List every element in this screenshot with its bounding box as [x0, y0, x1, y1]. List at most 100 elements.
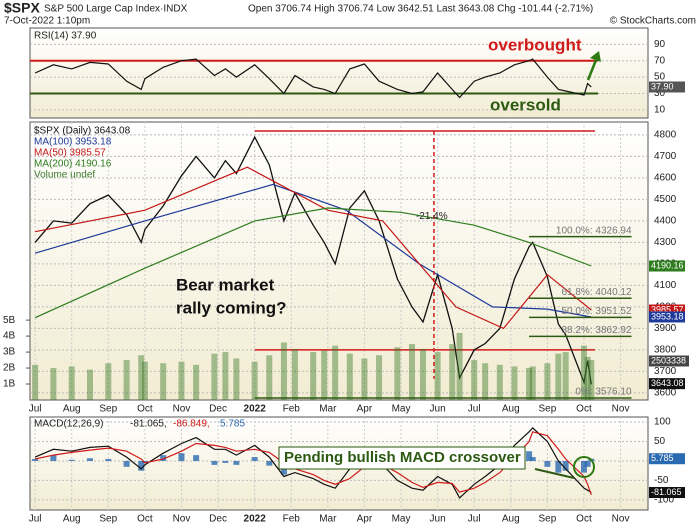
volume-bar: [123, 360, 130, 400]
series-line: [34, 183, 592, 318]
volume-bar: [50, 368, 57, 400]
x-tick-label: Nov: [612, 404, 630, 415]
y-tick-label: 10: [654, 104, 666, 115]
histogram-bar: [178, 453, 185, 461]
y-tick-label: 50: [654, 436, 666, 447]
x-tick-label: Sep: [538, 404, 556, 415]
histogram-bar: [141, 460, 148, 463]
y2-tick-label: 4B: [3, 331, 16, 342]
x-tick-label: Mar: [319, 514, 337, 525]
x-tick-label: Aug: [63, 514, 81, 525]
histogram-bar: [211, 460, 218, 465]
value-tag: [649, 378, 685, 390]
x-tick-label: 2022: [244, 404, 267, 415]
x-tick-label: Jun: [430, 514, 446, 525]
x-tick-label: Oct: [576, 404, 592, 415]
volume-bar: [332, 345, 339, 400]
volume-bar: [280, 342, 287, 400]
y-tick-label: 50: [654, 72, 666, 83]
histogram-bar: [526, 451, 533, 461]
histogram-bar: [138, 460, 145, 471]
volume-bar: [68, 366, 75, 400]
y2-tick-label: 1B: [3, 379, 16, 390]
x-tick-label: Jun: [430, 404, 446, 415]
x-tick-label: Dec: [209, 514, 227, 525]
histogram-bar: [222, 460, 229, 463]
volume-bar: [456, 332, 463, 400]
x-tick-label: Sep: [538, 514, 556, 525]
value-tag-label: 3643.08: [651, 378, 684, 388]
annotation: Pending bullish MACD crossover: [284, 449, 521, 466]
date: 7-Oct-2022 1:10pm: [4, 16, 90, 27]
x-tick-label: Nov: [612, 514, 630, 525]
x-tick-label: Jul: [468, 404, 481, 415]
volume-bar: [105, 363, 112, 400]
x-tick-label: Dec: [209, 404, 227, 415]
y-tick-label: 4300: [654, 237, 677, 248]
series-line: [34, 135, 592, 385]
y-tick-label: 3700: [654, 366, 677, 377]
x-tick-label: Aug: [502, 404, 520, 415]
volume-bar: [584, 356, 591, 400]
drop-label: -21.4%: [416, 211, 448, 222]
volume-bar: [529, 366, 536, 400]
series-line: [34, 207, 592, 319]
value-tag: [649, 260, 685, 272]
panel: [29, 121, 649, 401]
volume-bar: [562, 352, 569, 400]
annotation: overbought: [488, 35, 582, 54]
x-tick-label: Aug: [502, 514, 520, 525]
volume-bar: [376, 355, 383, 400]
volume-bar: [222, 352, 229, 400]
histogram-bar: [555, 460, 562, 473]
volume-bar: [544, 363, 551, 400]
x-tick-label: Oct: [576, 514, 592, 525]
y-tick-label: 4400: [654, 216, 677, 227]
histogram-bar: [580, 460, 587, 473]
y-tick-label: 4100: [654, 280, 677, 291]
volume-bar: [482, 363, 489, 400]
y2-tick-label: 2B: [3, 363, 16, 374]
value-tag-label: 3953.18: [651, 311, 684, 321]
y-tick-label: 4500: [654, 194, 677, 205]
y-tick-label: 90: [654, 39, 666, 50]
arrow-head: [590, 51, 601, 62]
fib-label: 0%: 3576.10: [575, 387, 632, 398]
value-tag-label: -81.065: [651, 487, 682, 497]
value-tag-label: 4190.16: [651, 260, 684, 270]
histogram-bar: [123, 460, 130, 467]
x-tick-label: Jul: [29, 404, 42, 415]
y-tick-label: 30: [654, 88, 666, 99]
volume-bar: [588, 360, 595, 400]
x-tick-label: Jul: [29, 514, 42, 525]
volume-bar: [449, 344, 456, 400]
histogram-bar: [544, 460, 551, 467]
histogram-bar: [529, 457, 536, 461]
volume-bar: [419, 348, 426, 400]
y-tick-label: 3600: [654, 388, 677, 399]
annotation: rally coming?: [176, 298, 287, 317]
histogram-bar: [584, 460, 591, 467]
volume-bar: [233, 358, 240, 400]
legend-entry: $SPX (Daily) 3643.08: [34, 126, 131, 137]
volume-bar: [511, 366, 518, 400]
histogram-bar: [251, 457, 258, 461]
annotation-box: [278, 446, 526, 470]
x-tick-label: Sep: [99, 514, 117, 525]
x-tick-label: Sep: [99, 404, 117, 415]
volume-bar: [141, 361, 148, 400]
series-line: [34, 166, 592, 330]
annotation: oversold: [490, 95, 561, 114]
volume-bar: [211, 353, 218, 400]
histogram-bar: [50, 455, 57, 461]
y-tick-label: 3800: [654, 345, 677, 356]
legend-entry: MA(200) 4190.16: [34, 159, 112, 170]
volume-bar: [291, 348, 298, 400]
volume-bar: [496, 364, 503, 400]
histogram-bar: [87, 458, 94, 461]
series-line: [34, 427, 592, 499]
histogram-bar: [68, 459, 75, 461]
panel-title: MACD(12,26,9): [34, 419, 103, 430]
panel-title: 5.785: [220, 419, 245, 430]
